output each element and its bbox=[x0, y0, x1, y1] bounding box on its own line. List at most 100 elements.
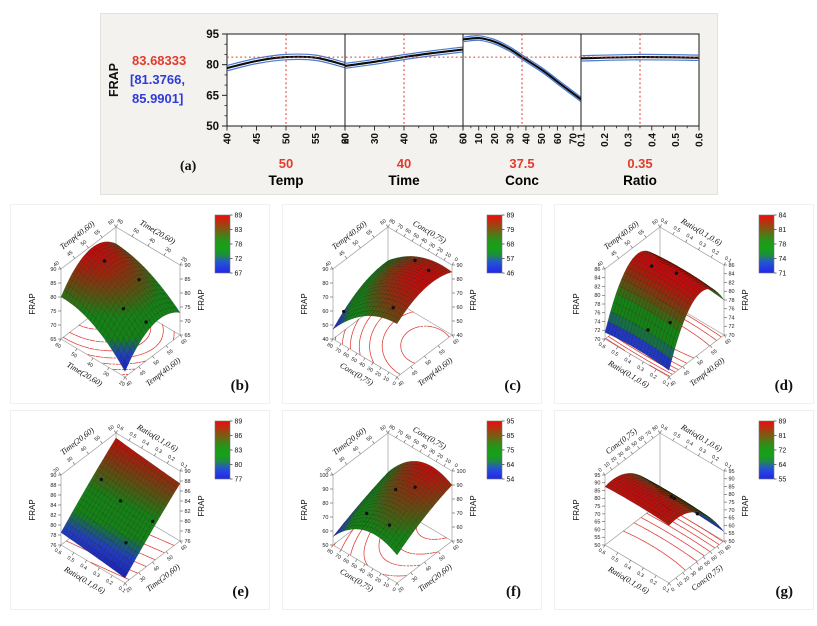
svg-text:80: 80 bbox=[594, 293, 600, 299]
svg-text:0.3: 0.3 bbox=[154, 446, 163, 455]
svg-text:50: 50 bbox=[366, 435, 374, 443]
svg-text:55: 55 bbox=[366, 229, 374, 237]
svg-text:Temp(40,60): Temp(40,60) bbox=[144, 356, 183, 388]
surface-chart-b: 65 65 70 70 75 75 80 80 85 85 90 90 FRAP FRAP 20 30 40 50… bbox=[28, 212, 242, 388]
svg-text:0.1: 0.1 bbox=[661, 380, 670, 389]
svg-text:20: 20 bbox=[52, 466, 60, 474]
svg-text:40: 40 bbox=[521, 133, 532, 145]
svg-text:80: 80 bbox=[651, 424, 659, 432]
svg-text:55: 55 bbox=[311, 133, 322, 145]
svg-text:40: 40 bbox=[358, 361, 366, 369]
svg-text:80: 80 bbox=[388, 424, 396, 432]
svg-text:0.5: 0.5 bbox=[66, 555, 75, 564]
svg-text:77: 77 bbox=[235, 476, 243, 483]
data-points bbox=[99, 477, 155, 545]
panel-label-b: (b) bbox=[230, 378, 249, 394]
svg-text:60: 60 bbox=[180, 544, 188, 552]
svg-text:50: 50 bbox=[80, 239, 88, 247]
floor-contours bbox=[622, 502, 724, 571]
svg-text:70: 70 bbox=[594, 337, 600, 343]
svg-text:95: 95 bbox=[729, 469, 735, 475]
svg-text:0.6: 0.6 bbox=[695, 133, 706, 147]
svg-text:55: 55 bbox=[710, 348, 718, 356]
svg-text:30: 30 bbox=[428, 448, 436, 456]
colorbar: 95 85 75 64 54 bbox=[486, 418, 515, 483]
panel-label-f: (f) bbox=[506, 584, 521, 600]
svg-text:FRAP: FRAP bbox=[300, 293, 309, 314]
svg-text:[81.3766,: [81.3766, bbox=[130, 72, 185, 87]
z-axis: 40 40 50 50 60 60 70 70 80 80 90 90 FRAP FRAP bbox=[300, 263, 478, 343]
svg-text:65: 65 bbox=[50, 337, 56, 343]
data-points bbox=[669, 495, 700, 516]
svg-text:60: 60 bbox=[457, 305, 463, 311]
svg-text:70: 70 bbox=[717, 549, 725, 557]
surface-mesh bbox=[604, 250, 725, 371]
panel-e-surface-time-ratio: 76 76 78 78 80 80 82 82 84 84 86 86 88 88 90 90 FRAP FRAP… bbox=[10, 410, 270, 610]
z-axis: 76 76 78 78 80 80 82 82 84 84 86 86 88 88 90 90 FRAP FRAP bbox=[28, 469, 206, 549]
svg-text:45: 45 bbox=[66, 250, 74, 258]
svg-text:40: 40 bbox=[324, 260, 332, 268]
z-axis: 65 65 70 70 75 75 80 80 85 85 90 90 FRAP FRAP bbox=[28, 263, 206, 343]
svg-text:Temp(40,60): Temp(40,60) bbox=[688, 356, 727, 388]
svg-text:50: 50 bbox=[703, 560, 711, 568]
svg-text:90: 90 bbox=[322, 487, 328, 493]
svg-text:50: 50 bbox=[412, 232, 420, 240]
svg-text:80: 80 bbox=[322, 281, 328, 287]
svg-text:FRAP: FRAP bbox=[572, 499, 581, 520]
svg-text:85: 85 bbox=[185, 277, 191, 283]
svg-text:50: 50 bbox=[322, 543, 328, 549]
svg-text:81: 81 bbox=[779, 433, 787, 440]
surface-mesh bbox=[332, 461, 453, 556]
svg-text:0.3: 0.3 bbox=[635, 571, 644, 580]
svg-text:FRAP: FRAP bbox=[469, 289, 478, 310]
svg-text:65: 65 bbox=[729, 516, 735, 522]
svg-text:80: 80 bbox=[594, 496, 600, 502]
svg-text:86: 86 bbox=[50, 493, 56, 499]
svg-text:0.5: 0.5 bbox=[672, 225, 681, 234]
svg-text:80: 80 bbox=[326, 342, 334, 350]
svg-text:FRAP: FRAP bbox=[197, 495, 206, 516]
svg-text:84: 84 bbox=[185, 499, 191, 505]
svg-text:50: 50 bbox=[206, 121, 219, 133]
svg-text:80: 80 bbox=[724, 544, 732, 552]
svg-text:55: 55 bbox=[638, 229, 646, 237]
svg-text:30: 30 bbox=[370, 133, 381, 145]
svg-text:40: 40 bbox=[397, 156, 411, 171]
svg-text:70: 70 bbox=[396, 223, 404, 231]
svg-text:20: 20 bbox=[374, 370, 382, 378]
colorbar: 89 79 68 57 46 bbox=[486, 212, 514, 277]
svg-text:80: 80 bbox=[206, 60, 219, 72]
svg-text:10: 10 bbox=[382, 375, 390, 383]
surface-chart-e: 76 76 78 78 80 80 82 82 84 84 86 86 88 88 90 90 FRAP FRAP… bbox=[28, 418, 243, 595]
svg-text:20: 20 bbox=[436, 452, 444, 460]
svg-text:64: 64 bbox=[779, 462, 787, 469]
svg-text:54: 54 bbox=[507, 476, 515, 483]
svg-text:FRAP: FRAP bbox=[28, 293, 37, 314]
svg-text:65: 65 bbox=[594, 520, 600, 526]
svg-text:50: 50 bbox=[282, 133, 293, 145]
svg-text:20: 20 bbox=[397, 586, 405, 594]
svg-text:83.68333: 83.68333 bbox=[132, 53, 186, 68]
svg-text:30: 30 bbox=[164, 246, 172, 254]
svg-text:70: 70 bbox=[185, 319, 191, 325]
svg-text:70: 70 bbox=[729, 508, 735, 514]
svg-text:80: 80 bbox=[326, 548, 334, 556]
svg-text:60: 60 bbox=[107, 424, 115, 432]
svg-text:0.5: 0.5 bbox=[671, 133, 682, 147]
svg-text:FRAP: FRAP bbox=[107, 63, 121, 97]
svg-text:75: 75 bbox=[594, 504, 600, 510]
svg-text:90: 90 bbox=[185, 469, 191, 475]
svg-text:30: 30 bbox=[366, 572, 374, 580]
svg-text:0: 0 bbox=[459, 133, 470, 139]
svg-text:0.2: 0.2 bbox=[600, 133, 611, 147]
svg-text:FRAP: FRAP bbox=[741, 495, 750, 516]
svg-text:60: 60 bbox=[322, 529, 328, 535]
svg-text:75: 75 bbox=[507, 447, 515, 454]
svg-text:74: 74 bbox=[729, 315, 735, 321]
svg-text:70: 70 bbox=[334, 553, 342, 561]
svg-text:60: 60 bbox=[651, 218, 659, 226]
svg-text:60: 60 bbox=[404, 433, 412, 441]
svg-text:76: 76 bbox=[729, 307, 735, 313]
